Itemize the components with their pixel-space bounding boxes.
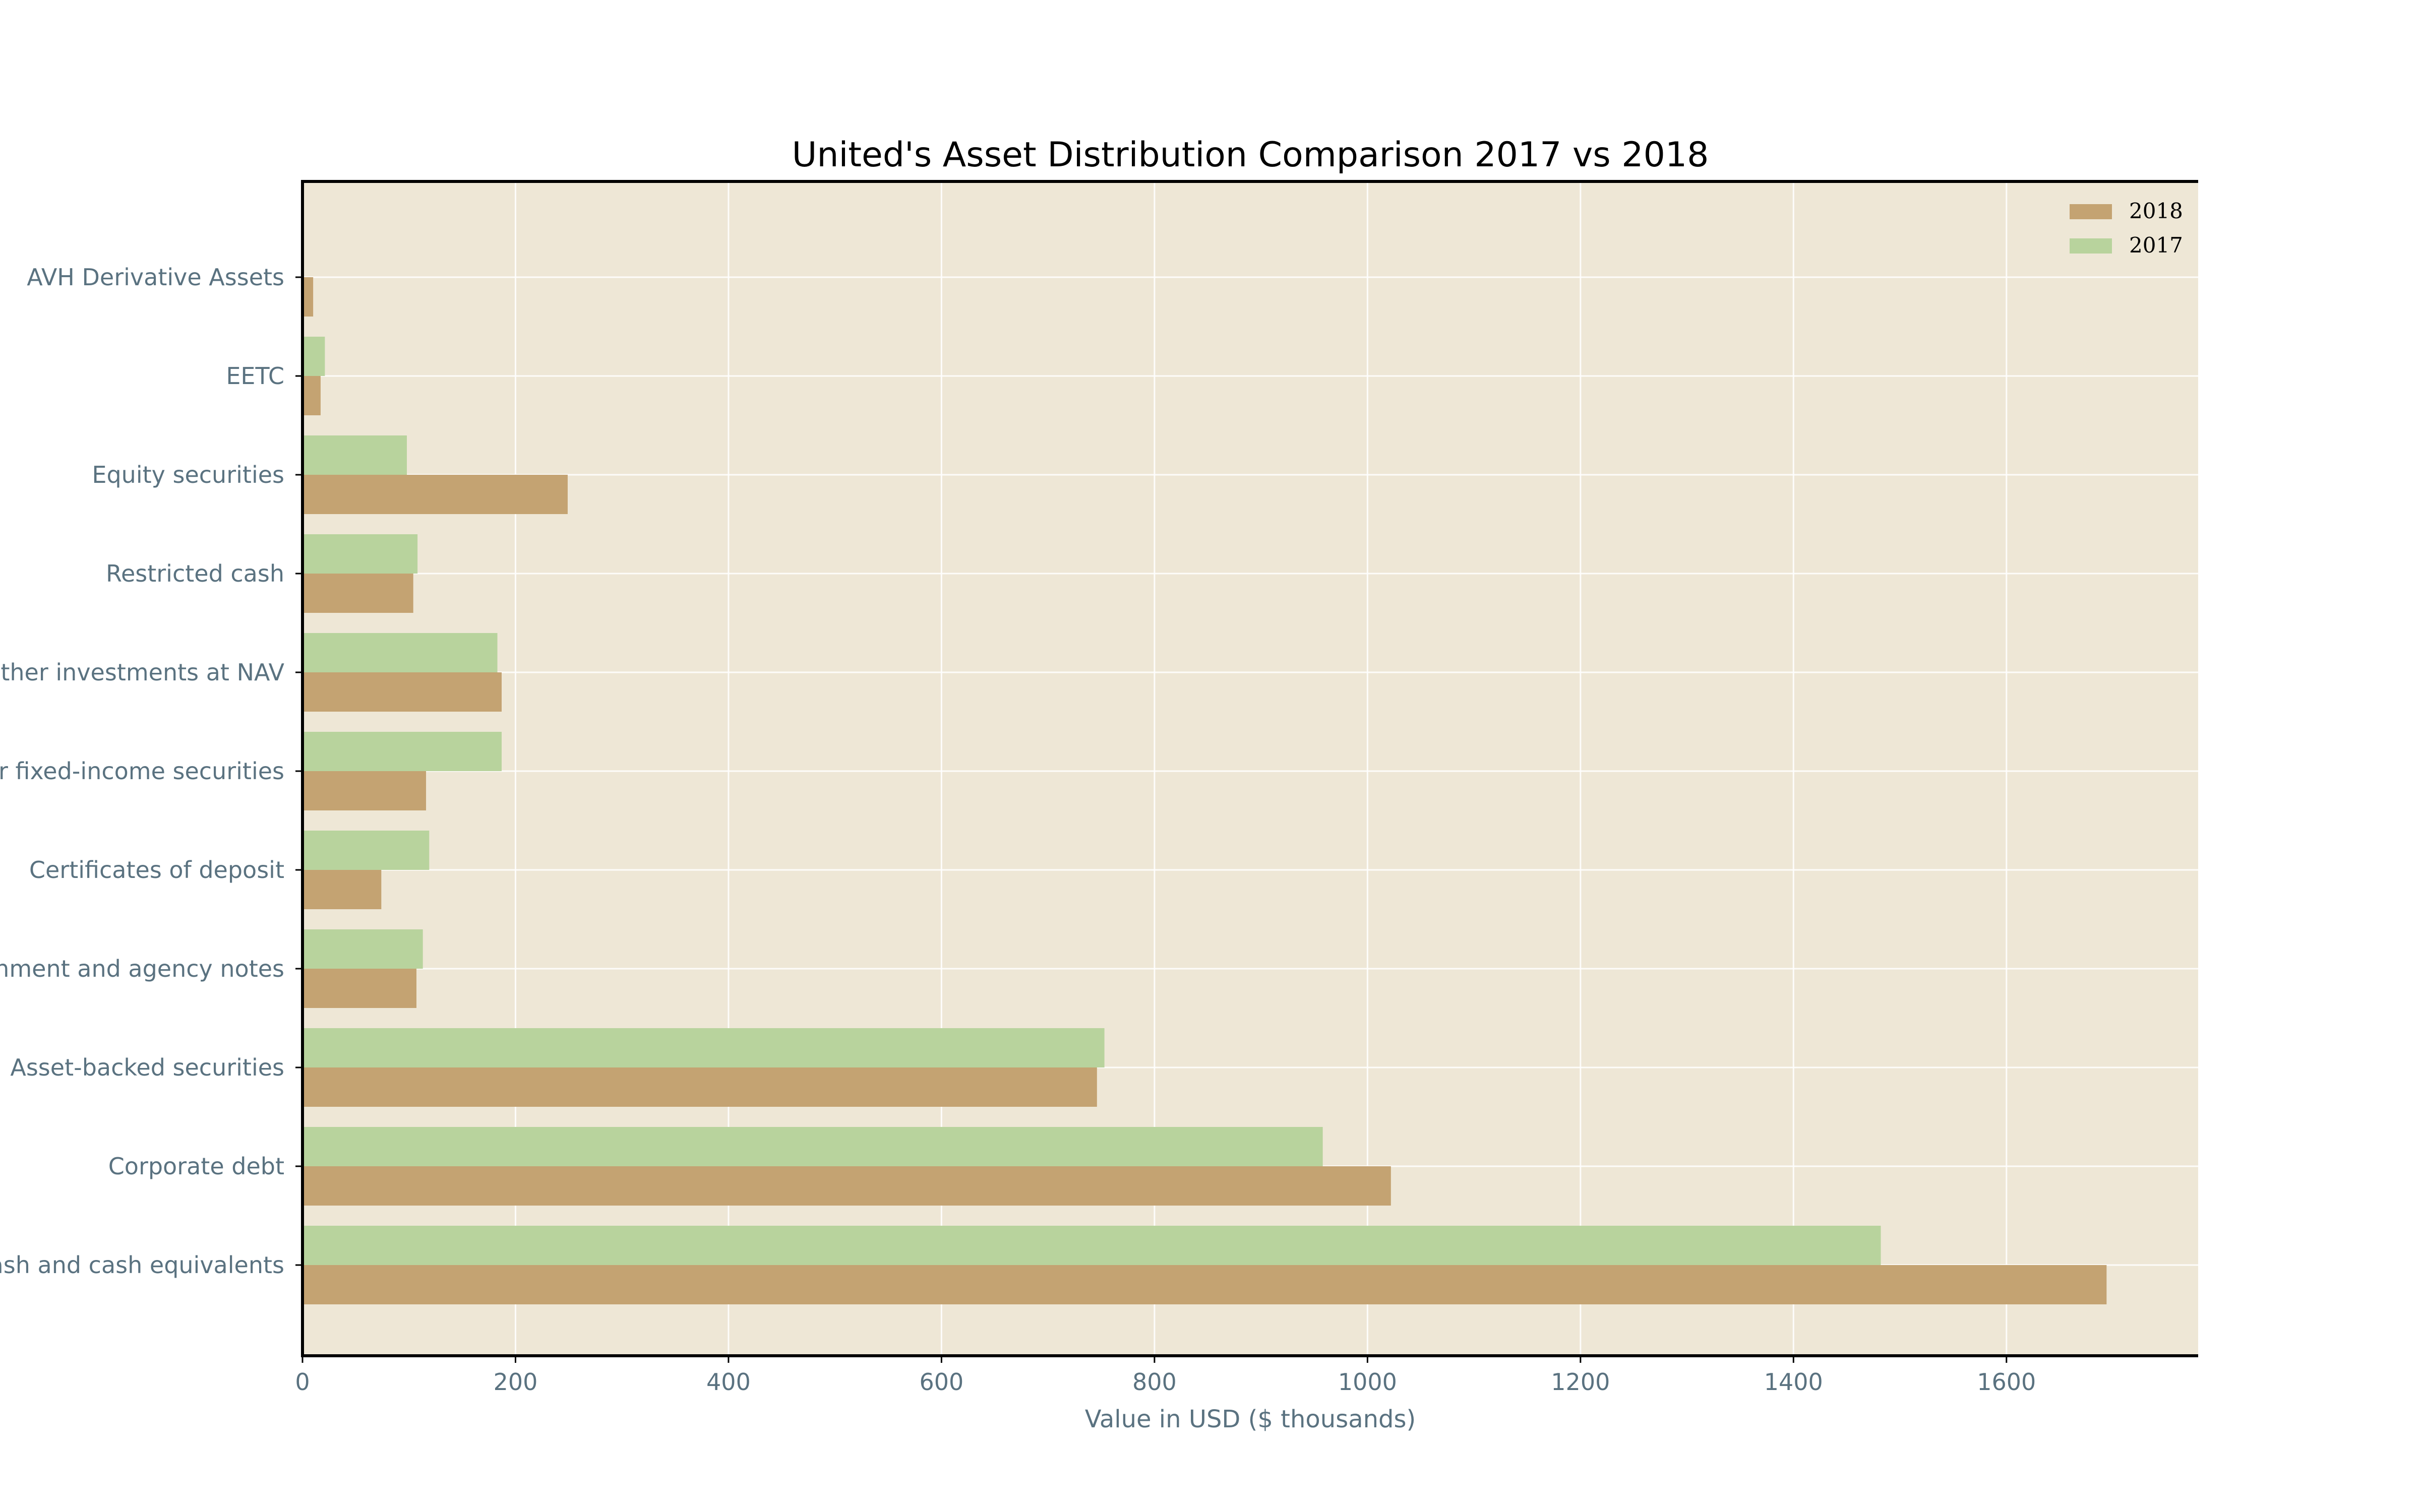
x-tick-label: 1400 [1764, 1368, 1823, 1396]
y-tick-label: Other investments at NAV [0, 659, 285, 686]
chart-title: United's Asset Distribution Comparison 2… [792, 135, 1709, 175]
bar-2018-other-fixed-income-securities [302, 771, 427, 810]
legend-swatch-2018 [2070, 204, 2112, 219]
bar-2018-corporate-debt [302, 1166, 1391, 1206]
bar-2017-other-investments-at-nav [302, 633, 498, 672]
x-tick-label: 1000 [1338, 1368, 1397, 1396]
y-tick-label: U.S. government and agency notes [0, 955, 284, 982]
bar-2018-eetc [302, 376, 321, 415]
bar-2018-restricted-cash [302, 574, 413, 613]
bar-2018-cash-and-cash-equivalents [302, 1265, 2107, 1304]
x-tick-label: 1200 [1551, 1368, 1610, 1396]
bar-2018-u-s-government-and-agency-notes [302, 969, 417, 1008]
y-tick-label: Certificates of deposit [29, 856, 284, 884]
bar-2017-equity-securities [302, 435, 407, 475]
x-tick-label: 200 [494, 1368, 538, 1396]
axes: 0 200 400 600 800 1000 1200 1400 1600 Cash and ca… [0, 180, 2198, 1396]
bar-2017-eetc [302, 337, 325, 376]
legend-swatch-2017 [2070, 238, 2112, 254]
bar-2018-asset-backed-securities [302, 1067, 1097, 1107]
bar-2017-asset-backed-securities [302, 1028, 1105, 1067]
y-tick-label: Other fixed-income securities [0, 758, 284, 785]
x-tick-label: 600 [920, 1368, 964, 1396]
x-tick-label: 800 [1132, 1368, 1177, 1396]
bar-2018-other-investments-at-nav [302, 672, 502, 712]
bar-2017-cash-and-cash-equivalents [302, 1226, 1881, 1265]
bar-2017-u-s-government-and-agency-notes [302, 929, 423, 969]
y-tick-label: Asset-backed securities [10, 1054, 284, 1081]
bar-2018-certificates-of-deposit [302, 870, 382, 909]
y-tick-label: AVH Derivative Assets [27, 264, 284, 291]
y-tick-label: Cash and cash equivalents [0, 1251, 284, 1279]
bar-2017-other-fixed-income-securities [302, 732, 502, 771]
x-tick-label: 400 [706, 1368, 751, 1396]
bar-2017-corporate-debt [302, 1127, 1323, 1166]
y-tick-label: Equity securities [92, 461, 284, 488]
bar-2017-restricted-cash [302, 534, 418, 574]
bar-2018-avh-derivative-assets [302, 277, 314, 317]
bar-2018-equity-securities [302, 475, 568, 514]
y-tick-label: Corporate debt [108, 1153, 284, 1180]
legend-label-2017: 2017 [2129, 233, 2183, 258]
x-tick-label: 1600 [1977, 1368, 2036, 1396]
x-axis-label: Value in USD ($ thousands) [1085, 1405, 1416, 1433]
legend-label-2018: 2018 [2129, 199, 2183, 223]
y-tick-label: Restricted cash [106, 560, 284, 587]
x-tick-label: 0 [295, 1368, 310, 1396]
bar-2017-certificates-of-deposit [302, 831, 430, 870]
legend: 2018 2017 [2070, 199, 2183, 258]
bars [302, 277, 2107, 1304]
y-tick-label: EETC [226, 362, 284, 390]
